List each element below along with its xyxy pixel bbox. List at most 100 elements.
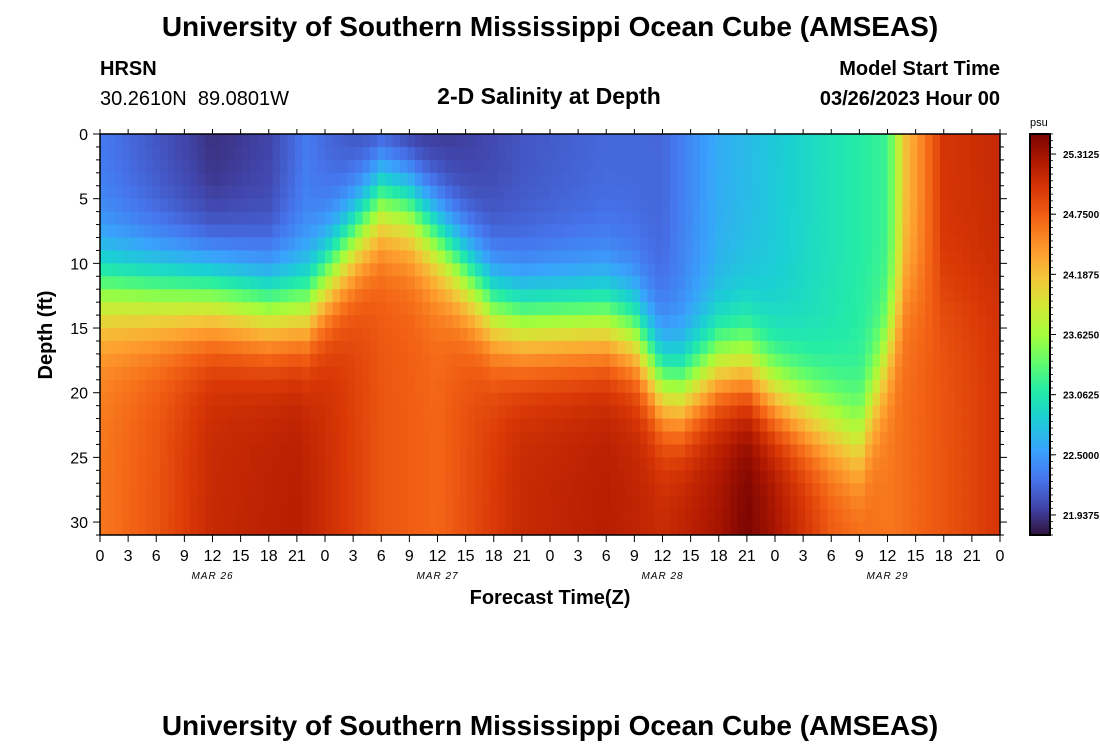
heatmap-cell [445, 224, 454, 239]
heatmap-cell [175, 276, 184, 290]
heatmap-cell [302, 340, 311, 355]
heatmap-cell [130, 159, 139, 174]
heatmap-cell [167, 483, 176, 497]
heatmap-cell [490, 315, 499, 329]
heatmap-cell [917, 315, 926, 329]
heatmap-cell [325, 237, 334, 252]
heatmap-cell [910, 172, 919, 187]
heatmap-cell [835, 392, 844, 407]
heatmap-cell [377, 289, 386, 303]
heatmap-cell [467, 224, 476, 239]
heatmap-cell [430, 172, 439, 187]
heatmap-cell [580, 211, 589, 226]
heatmap-cell [962, 470, 971, 484]
heatmap-cell [122, 379, 131, 394]
heatmap-cell [332, 366, 341, 381]
heatmap-cell [332, 496, 341, 510]
heatmap-cell [497, 224, 506, 239]
heatmap-cell [407, 302, 416, 316]
y-axis-label: Depth (ft) [35, 291, 57, 380]
heatmap-cell [302, 224, 311, 239]
heatmap-cell [812, 392, 821, 407]
model-start-value: 03/26/2023 Hour 00 [820, 88, 1000, 110]
heatmap-cell [535, 263, 544, 277]
heatmap-cell [992, 328, 1000, 342]
heatmap-cell [962, 289, 971, 303]
heatmap-cell [910, 250, 919, 264]
heatmap-cell [700, 211, 709, 226]
heatmap-cell [220, 418, 229, 433]
heatmap-cell [205, 522, 214, 535]
heatmap-cell [797, 289, 806, 303]
heatmap-cell [610, 379, 619, 394]
heatmap-cell [902, 224, 911, 239]
heatmap-cell [760, 366, 769, 381]
heatmap-cell [550, 418, 559, 433]
heatmap-cell [677, 483, 686, 497]
heatmap-cell [182, 483, 191, 497]
heatmap-cell [700, 172, 709, 187]
heatmap-cell [145, 431, 154, 446]
heatmap-cell [617, 289, 626, 303]
heatmap-cell [640, 302, 649, 316]
heatmap-cell [347, 328, 356, 342]
heatmap-cell [820, 224, 829, 239]
heatmap-cell [482, 328, 491, 342]
heatmap-cell [572, 457, 581, 471]
heatmap-cell [707, 379, 716, 394]
heatmap-cell [257, 522, 266, 535]
heatmap-cell [362, 250, 371, 264]
heatmap-cell [520, 289, 529, 303]
heatmap-cell [550, 522, 559, 535]
heatmap-cell [902, 146, 911, 161]
heatmap-cell [145, 198, 154, 213]
heatmap-cell [647, 470, 656, 484]
heatmap-cell [857, 237, 866, 252]
heatmap-cell [467, 366, 476, 381]
heatmap-cell [475, 211, 484, 226]
heatmap-cell [647, 276, 656, 290]
heatmap-cell [205, 134, 214, 148]
heatmap-cell [565, 250, 574, 264]
heatmap-cell [535, 366, 544, 381]
heatmap-cell [865, 457, 874, 471]
heatmap-cell [692, 340, 701, 355]
heatmap-cell [430, 289, 439, 303]
heatmap-cell [505, 418, 514, 433]
heatmap-cell [107, 509, 116, 523]
heatmap-cell [865, 224, 874, 239]
heatmap-cell [197, 522, 206, 535]
heatmap-cell [610, 328, 619, 342]
heatmap-cell [100, 315, 109, 329]
heatmap-cell [535, 522, 544, 535]
heatmap-cell [647, 379, 656, 394]
heatmap-cell [550, 457, 559, 471]
heatmap-cell [437, 431, 446, 446]
heatmap-cell [587, 198, 596, 213]
heatmap-cell [317, 146, 326, 161]
heatmap-cell [295, 509, 304, 523]
heatmap-cell [512, 263, 521, 277]
heatmap-cell [362, 172, 371, 187]
heatmap-cell [842, 250, 851, 264]
heatmap-cell [565, 328, 574, 342]
heatmap-cell [835, 457, 844, 471]
heatmap-cell [152, 509, 161, 523]
heatmap-cell [640, 496, 649, 510]
heatmap-cell [190, 418, 199, 433]
heatmap-cell [362, 237, 371, 252]
heatmap-cell [610, 289, 619, 303]
heatmap-cell [355, 237, 364, 252]
heatmap-cell [827, 353, 836, 368]
heatmap-cell [572, 224, 581, 239]
heatmap-cell [257, 146, 266, 161]
heatmap-cell [730, 509, 739, 523]
heatmap-cell [362, 211, 371, 226]
heatmap-cell [685, 276, 694, 290]
x-tick-label: 18 [485, 548, 503, 565]
heatmap-cell [932, 366, 941, 381]
heatmap-cell [287, 353, 296, 368]
heatmap-cell [557, 263, 566, 277]
heatmap-cell [302, 146, 311, 161]
heatmap-cell [670, 172, 679, 187]
